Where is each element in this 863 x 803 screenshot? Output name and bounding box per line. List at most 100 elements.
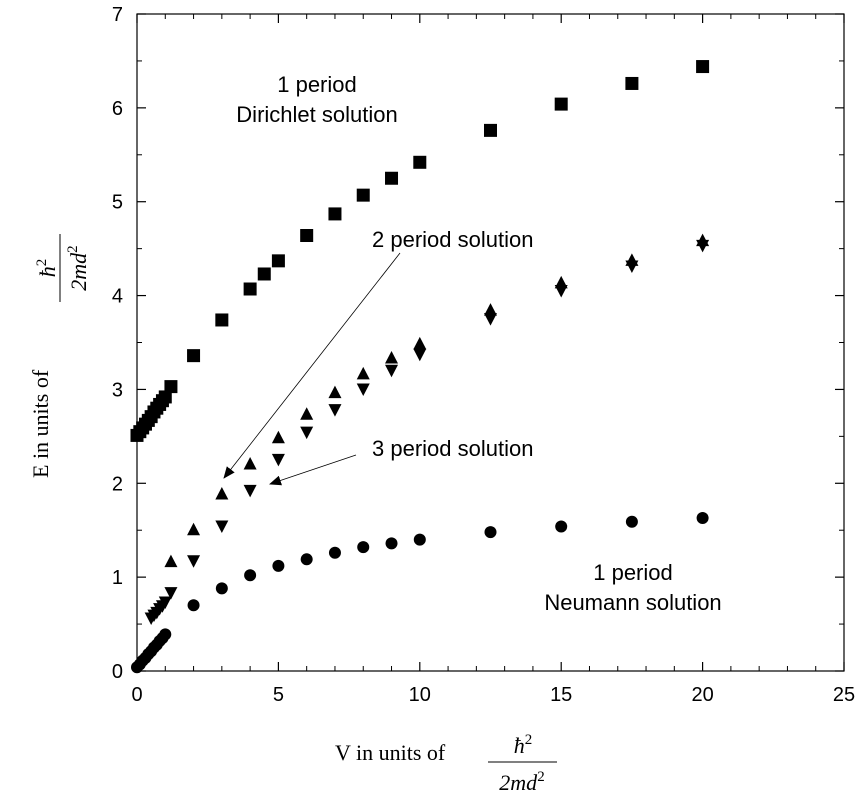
square-point [328,207,342,221]
square-point [215,313,229,327]
annotation-2-period: 2 period solution [372,227,533,252]
annotation-3-period: 3 period solution [372,436,533,461]
y-axis-label-den-base: 2md [66,252,91,291]
annotation-dirichlet-line1: 1 period [277,72,357,97]
annotation-neumann-line2: Neumann solution [544,590,721,615]
triangle-up-point [300,407,314,420]
x-tick-label: 10 [409,684,431,706]
y-tick-label: 5 [112,192,123,214]
x-axis-label-num-exp: 2 [525,732,533,748]
x-axis-label-prefix: V in units of [335,740,446,765]
triangle-up-point [243,457,257,470]
triangle-down-point [385,364,399,378]
data-points [130,60,710,674]
axis-ticks [136,13,845,672]
triangle-down-point [243,484,257,498]
y-axis-label-numerator: ħ2 [34,259,60,278]
triangle-down-point [356,383,370,396]
circle-point [300,553,313,566]
arrow-3-period [269,454,357,486]
circle-point [555,520,568,533]
triangle-up-point [215,487,229,500]
triangle-down-point [328,404,342,417]
square-point [356,188,370,202]
circle-point [413,533,426,546]
y-tick-label: 1 [112,567,123,589]
triangle-up-point [484,303,497,316]
triangle-up-point [356,366,370,380]
triangle-down-point [696,239,710,253]
x-tick-label: 5 [273,684,284,706]
circle-point [272,559,285,572]
circle-point [244,569,257,582]
triangle-up-point [328,385,342,399]
circle-point [625,515,638,528]
triangle-down-point [187,555,201,568]
square-point [164,380,178,394]
circle-point [696,512,709,525]
y-tick-label: 6 [112,98,123,120]
series-triangle-up-early [164,522,201,568]
triangle-down-point [413,348,427,362]
triangle-up-early-point [187,522,201,536]
circle-point [159,628,172,641]
y-tick-label: 3 [112,379,123,401]
square-point [158,390,172,404]
triangle-down-point [625,260,639,274]
x-axis-label-den-exp: 2 [537,769,545,785]
annotation-neumann-line1: 1 period [593,560,673,585]
y-axis-label-num-exp: 2 [34,259,50,267]
square-point [300,229,314,243]
circle-point [187,599,200,612]
y-tick-label: 0 [112,661,123,683]
y-axis-label-denominator: 2md2 [65,245,91,290]
x-tick-label: 20 [691,684,713,706]
triangle-down-point [271,453,285,467]
square-point [625,76,639,90]
y-axis-label-hbar: ħ [35,266,60,277]
x-axis-label-numerator: ħ2 [514,732,533,758]
triangle-up-early-point [164,554,178,568]
triangle-down-point [554,284,568,298]
x-tick-label: 15 [550,684,572,706]
triangle-down-point [300,426,314,440]
series-circle [131,512,709,674]
y-tick-label: 2 [112,473,123,495]
circle-point [484,526,497,539]
square-point [271,254,285,268]
x-axis-label: V in units of ħ2 2md2 [335,732,557,795]
square-point [243,282,257,296]
triangle-down-point [484,313,497,326]
x-tick-label: 25 [833,684,855,706]
y-tick-labels: 0 1 2 3 4 5 6 7 [112,4,123,683]
square-point [257,267,271,281]
x-axis-label-denominator: 2md2 [499,769,544,795]
y-axis-label-prefix: E in units of [28,369,53,478]
y-axis-label-den-exp: 2 [65,245,81,253]
square-point [413,155,427,169]
circle-point [385,537,398,550]
y-axis-label: E in units of ħ2 2md2 [28,234,91,478]
y-tick-label: 4 [112,286,123,308]
triangle-up-point [271,430,285,444]
square-point [696,60,710,74]
square-point [484,123,497,137]
x-tick-label: 0 [131,684,142,706]
series-triangle-down [144,239,710,626]
x-axis-label-hbar: ħ [514,733,525,758]
x-axis-label-den-base: 2md [499,770,538,795]
annotation-dirichlet-line2: Dirichlet solution [236,102,397,127]
triangle-down-point [215,520,229,534]
square-point [385,171,399,185]
arrow-2-period [223,252,401,479]
y-tick-label: 7 [112,4,123,26]
circle-point [357,541,370,554]
triangle-up-point [385,350,399,364]
circle-point [215,582,228,595]
circle-point [328,546,341,559]
series-square [130,60,710,442]
square-point [554,97,568,111]
x-tick-labels: 0 5 10 15 20 25 [131,684,855,706]
triangle-down-point [164,587,178,600]
